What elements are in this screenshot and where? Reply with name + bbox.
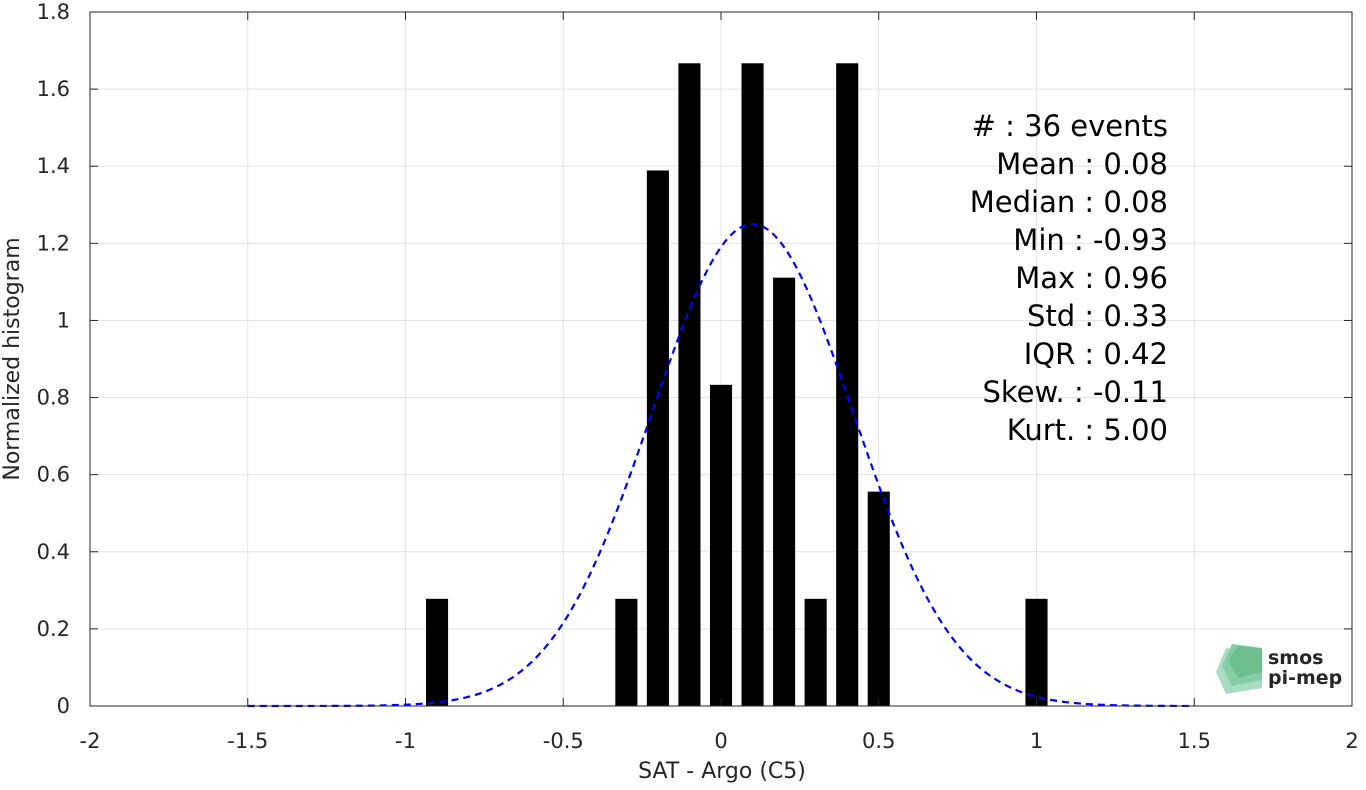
smos-pi-mep-logo: smos pi-mep bbox=[1216, 644, 1342, 694]
y-tick-label: 1.6 bbox=[37, 77, 70, 101]
x-axis-title: SAT - Argo (C5) bbox=[638, 759, 806, 784]
y-tick-label: 0.2 bbox=[37, 617, 70, 641]
stat-line: Skew. : -0.11 bbox=[982, 375, 1168, 409]
histogram-bar bbox=[836, 63, 859, 707]
y-tick-label: 0.6 bbox=[37, 463, 70, 487]
stat-line: Median : 0.08 bbox=[970, 185, 1168, 219]
y-tick-label: 0.4 bbox=[37, 540, 70, 564]
stats-annotation: # : 36 events Mean : 0.08 Median : 0.08 Min… bbox=[970, 109, 1168, 447]
axes bbox=[89, 11, 1353, 707]
histogram-bar bbox=[804, 598, 827, 706]
logo-line1: smos bbox=[1268, 647, 1323, 669]
logo-mark-icon bbox=[1216, 644, 1262, 694]
y-tick-label: 1.2 bbox=[37, 231, 70, 255]
histogram-bar bbox=[426, 598, 449, 706]
y-tick-label: 0 bbox=[57, 694, 70, 718]
histogram-bar bbox=[615, 598, 638, 706]
x-tick-label: 2 bbox=[1345, 729, 1358, 753]
histogram-bar bbox=[646, 170, 669, 707]
y-tick-label: 1.4 bbox=[37, 154, 70, 178]
stat-line: Mean : 0.08 bbox=[996, 147, 1168, 181]
histogram-bar bbox=[741, 63, 764, 707]
x-tick-label: -2 bbox=[80, 729, 101, 753]
stat-line: IQR : 0.42 bbox=[1024, 337, 1168, 371]
histogram-bar bbox=[1025, 598, 1048, 706]
y-tick-label: 1.8 bbox=[37, 0, 70, 24]
y-tick-label: 0.8 bbox=[37, 386, 70, 410]
stat-line: Kurt. : 5.00 bbox=[1007, 413, 1168, 447]
histogram-bar bbox=[773, 277, 796, 706]
stat-line: Min : -0.93 bbox=[1013, 223, 1168, 257]
x-tick-label: -0.5 bbox=[543, 729, 584, 753]
logo-line2: pi-mep bbox=[1268, 667, 1342, 689]
x-tick-label: 0.5 bbox=[862, 729, 895, 753]
tick-labels: -2 -1.5 -1 -0.5 0 0.5 1 1.5 2 0 0.2 0.4 0.6 0.8 1 1.2 1.… bbox=[37, 0, 1359, 753]
histogram-bar bbox=[678, 63, 701, 707]
stat-line: # : 36 events bbox=[972, 109, 1168, 143]
histogram-bar bbox=[709, 384, 733, 706]
x-tick-label: -1 bbox=[395, 729, 416, 753]
x-tick-label: -1.5 bbox=[227, 729, 268, 753]
histogram-bar bbox=[867, 491, 890, 706]
x-tick-label: 1 bbox=[1030, 729, 1043, 753]
bars bbox=[426, 63, 1048, 707]
y-axis-title: Normalized histogram bbox=[0, 237, 25, 480]
x-tick-label: 1.5 bbox=[1178, 729, 1211, 753]
y-tick-label: 1 bbox=[57, 308, 70, 332]
stat-line: Std : 0.33 bbox=[1027, 299, 1168, 333]
stat-line: Max : 0.96 bbox=[1015, 261, 1168, 295]
x-tick-label: 0 bbox=[714, 729, 727, 753]
